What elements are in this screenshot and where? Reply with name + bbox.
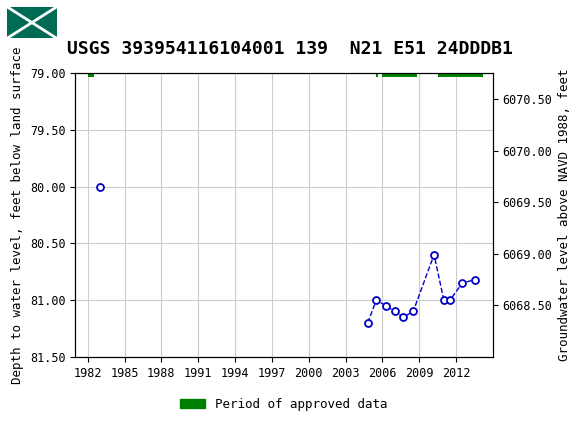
Bar [438,69,483,77]
Y-axis label: Depth to water level, feet below land surface: Depth to water level, feet below land su… [12,46,24,384]
Text: USGS: USGS [67,12,130,33]
Bar [376,69,378,77]
Bar [88,69,94,77]
Bar [3,3,61,42]
Bar [382,69,417,77]
Legend: Period of approved data: Period of approved data [176,393,393,416]
Bar [7,7,57,38]
Text: USGS 393954116104001 139  N21 E51 24DDDB1: USGS 393954116104001 139 N21 E51 24DDDB1 [67,40,513,58]
Y-axis label: Groundwater level above NAVD 1988, feet: Groundwater level above NAVD 1988, feet [558,69,571,361]
